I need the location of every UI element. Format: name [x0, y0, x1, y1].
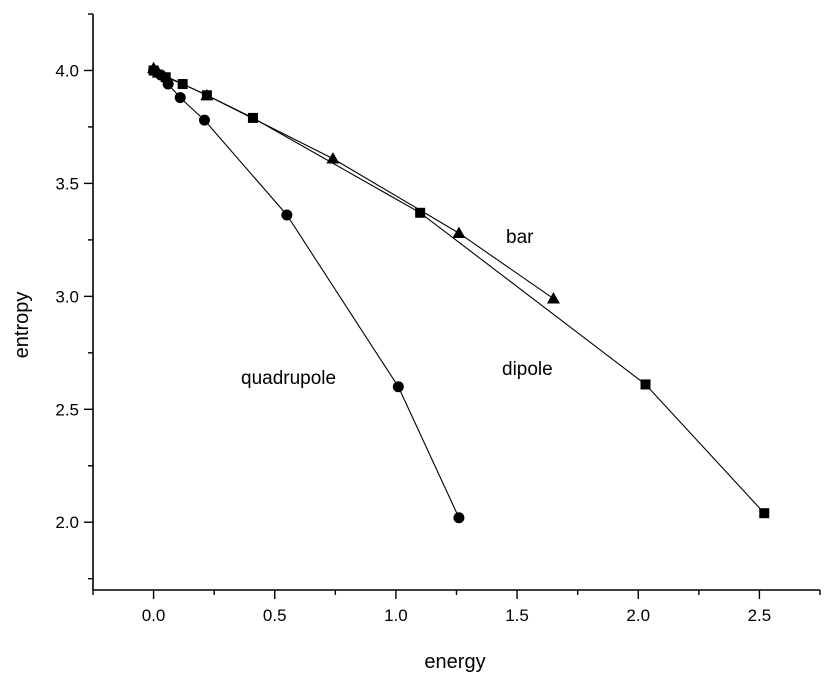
x-tick-label: 1.5	[505, 606, 529, 625]
point-dipole	[177, 79, 188, 90]
point-quadrupole	[174, 92, 186, 104]
point-quadrupole	[162, 78, 174, 90]
series-line-quadrupole	[153, 70, 460, 518]
point-dipole	[640, 379, 651, 390]
annotation-bar: bar	[506, 227, 534, 248]
y-axis-title: entropy	[11, 292, 33, 359]
point-bar	[452, 226, 466, 238]
point-quadrupole	[453, 512, 465, 524]
point-dipole	[759, 508, 770, 519]
point-quadrupole	[155, 69, 167, 81]
series-line-bar	[153, 67, 554, 300]
annotation-quadrupole: quadrupole	[241, 368, 336, 389]
series-dipole	[148, 65, 770, 519]
y-tick-label: 2.5	[55, 400, 79, 419]
point-bar	[546, 292, 560, 304]
y-tick-label: 2.0	[55, 513, 79, 532]
y-tick-label: 4.0	[55, 61, 79, 80]
point-quadrupole	[392, 381, 404, 393]
point-bar	[326, 152, 340, 164]
x-tick-label: 0.5	[263, 606, 287, 625]
point-quadrupole	[198, 114, 210, 126]
y-tick-label: 3.5	[55, 174, 79, 193]
annotation-dipole: dipole	[502, 359, 553, 380]
series-line-dipole	[153, 70, 765, 514]
x-tick-label: 2.5	[748, 606, 772, 625]
axes: 0.0 0.5 1.0 1.5 2.0 2.5 2.0 2.5 3.0 3.5 4.0	[55, 13, 821, 625]
series-quadrupole	[148, 64, 465, 524]
point-dipole	[415, 207, 426, 218]
x-axis-title: energy	[424, 651, 485, 673]
point-quadrupole	[281, 209, 293, 221]
point-dipole	[201, 90, 212, 101]
point-dipole	[247, 112, 258, 123]
series-layer	[147, 61, 770, 524]
x-tick-label: 1.0	[384, 606, 408, 625]
x-tick-label: 0.0	[142, 606, 166, 625]
y-tick-label: 3.0	[55, 287, 79, 306]
x-tick-label: 2.0	[626, 606, 650, 625]
